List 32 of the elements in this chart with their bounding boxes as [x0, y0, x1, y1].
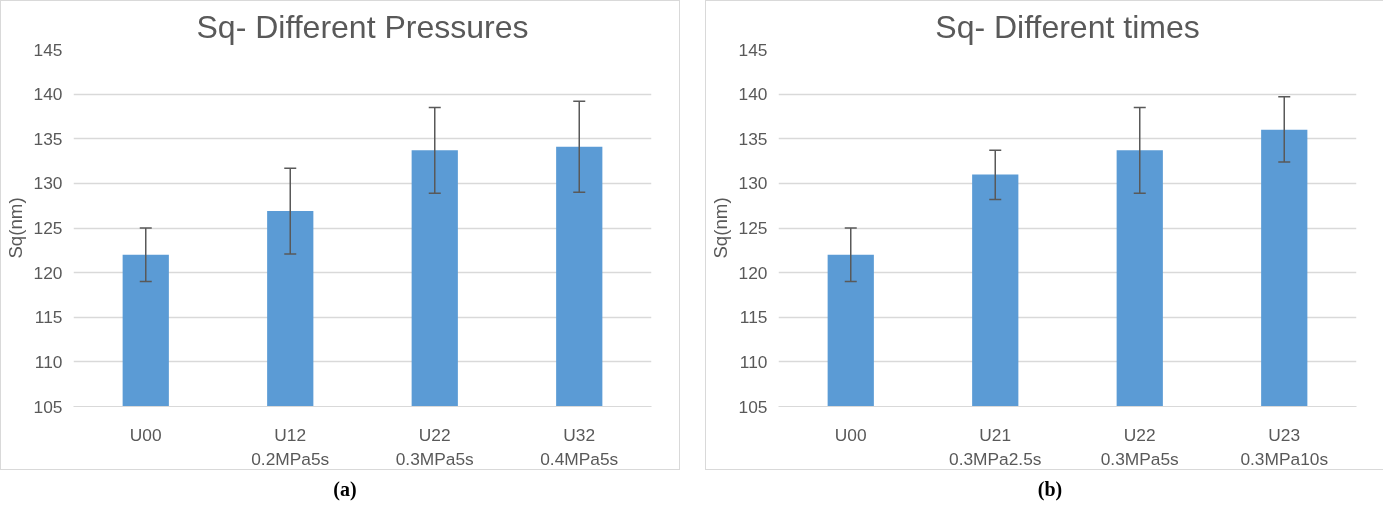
y-tick-label: 140: [738, 84, 768, 105]
x-tick-label: U12 0.2MPa5s: [251, 424, 330, 469]
y-axis-title: Sq(nm): [709, 197, 731, 259]
y-tick-label: 110: [34, 351, 63, 372]
x-tick-label: U21 0.3MPa2.5s: [949, 424, 1042, 469]
text: (a): [333, 477, 357, 502]
y-tick-label: 110: [739, 351, 768, 372]
chart-title: Sq- Different Pressures: [196, 8, 529, 45]
y-tick-label: 135: [33, 128, 63, 149]
y-tick-label: 120: [33, 262, 63, 283]
x-tick-label: U23 0.3MPa10s: [1240, 424, 1329, 469]
x-tick-label: U32 0.4MPa5s: [540, 424, 619, 469]
x-tick-label: U00: [834, 424, 867, 445]
y-tick-label: 125: [33, 218, 63, 238]
y-tick-label: 105: [33, 396, 63, 417]
y-tick-label: 135: [738, 128, 768, 149]
x-tick-label: U22 0.3MPa5s: [1100, 424, 1180, 469]
y-tick-label: 115: [34, 307, 63, 328]
y-tick-label: 115: [739, 307, 768, 328]
chart-title: Sq- Different times: [935, 8, 1200, 45]
text: (b): [1037, 477, 1063, 503]
y-tick-label: 120: [738, 262, 768, 283]
y-tick-label: 130: [33, 173, 63, 194]
y-tick-label: 105: [738, 396, 768, 417]
y-tick-label: 130: [738, 173, 768, 194]
y-tick-label: 140: [33, 84, 63, 105]
y-tick-label: 125: [738, 218, 768, 238]
x-tick-label: U00: [129, 424, 162, 445]
y-tick-label: 145: [33, 39, 63, 60]
y-axis-title: Sq(nm): [4, 197, 26, 259]
y-tick-label: 145: [738, 39, 768, 60]
x-tick-label: U22 0.3MPa5s: [395, 424, 475, 469]
